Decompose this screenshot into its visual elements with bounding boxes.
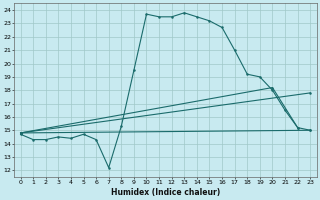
X-axis label: Humidex (Indice chaleur): Humidex (Indice chaleur) bbox=[111, 188, 220, 197]
